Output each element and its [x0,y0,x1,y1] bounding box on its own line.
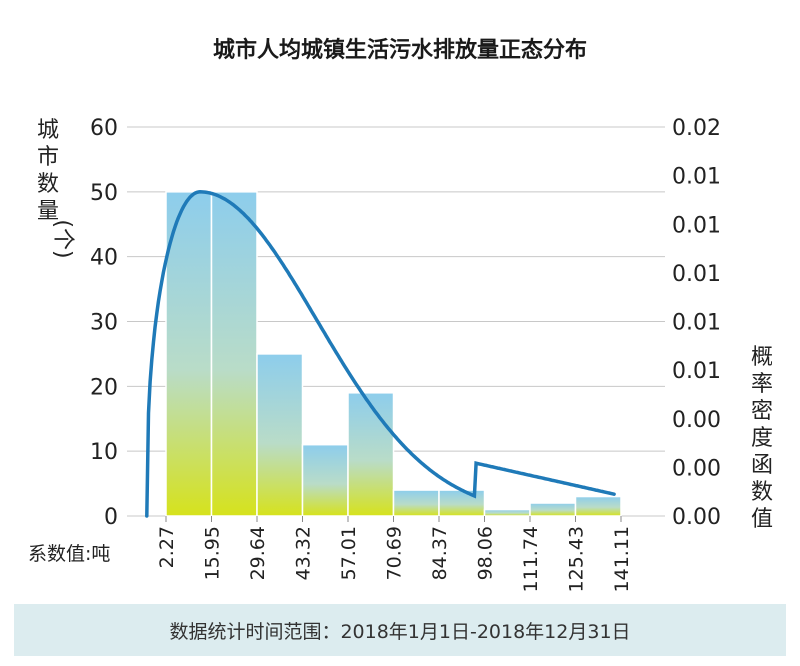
x-tick-label: 29.64 [247,526,269,580]
left-y-axis-label-char: 量 [37,199,59,224]
right-y-ticks: 0.00 0.00 0.00 0.01 0.01 0.01 0.01 0.01 0.02 [672,116,721,530]
right-y-axis-label-char: 值 [751,507,773,532]
right-y-tick-label: 0.01 [672,262,721,287]
left-y-tick-label: 0 [104,505,118,530]
chart-title: 城市人均城镇生活污水排放量正态分布 [213,37,587,63]
bar [210,191,258,517]
x-tick-label: 141.11 [611,526,633,592]
density-curve [145,190,616,518]
bar [165,191,213,517]
right-y-tick-label: 0.01 [672,165,721,190]
right-y-tick-label: 0.01 [672,359,721,384]
left-y-tick-label: 20 [90,375,118,400]
bar [529,502,577,517]
x-tick-label: 2.27 [156,526,178,568]
right-y-tick-label: 0.02 [672,116,721,141]
bar [392,489,440,517]
right-y-axis-label-char: 概 [751,345,773,370]
left-y-axis-label-char: 市 [37,145,59,170]
left-y-tick-label: 10 [90,440,118,465]
right-y-tick-label: 0.00 [672,408,721,433]
x-tick-label: 125.43 [566,526,588,592]
x-tick-label: 57.01 [338,526,360,580]
right-y-axis-label-char: 密 [751,399,773,424]
x-tick-label: 70.69 [384,526,406,580]
left-y-tick-label: 30 [90,311,118,336]
x-axis-label: 系数值:吨 [28,543,110,565]
right-y-axis-label-char: 函 [751,453,773,478]
x-tick-label: 98.06 [475,526,497,580]
right-y-tick-label: 0.01 [672,311,721,336]
bar [438,489,486,517]
x-tick-label: 43.32 [293,526,315,580]
left-y-tick-label: 40 [90,246,118,271]
left-y-tick-label: 50 [90,181,118,206]
right-y-tick-label: 0.01 [672,213,721,238]
x-tick-label: 84.37 [429,526,451,580]
bar [256,353,304,517]
right-y-tick-label: 0.00 [672,505,721,530]
left-y-axis-label-char: (个) [50,219,75,258]
bars [165,191,622,517]
right-y-axis-label-char: 率 [751,372,773,397]
density-curve-line [145,190,616,518]
left-y-tick-label: 60 [90,116,118,141]
x-tick-label: 15.95 [202,526,224,580]
right-y-tick-label: 0.00 [672,456,721,481]
bar [301,443,349,517]
bar [574,495,622,517]
left-y-ticks: 0 10 20 30 40 50 60 [90,116,118,530]
x-tick-label: 111.74 [520,526,542,592]
footer-note: 数据统计时间范围：2018年1月1日-2018年12月31日 [14,604,786,656]
bar [347,392,395,517]
right-y-axis-label-char: 数 [751,480,773,505]
left-y-axis-label-char: 数 [37,172,59,197]
left-y-axis-label-char: 城 [37,118,59,143]
x-ticks: 2.27 15.95 29.64 43.32 57.01 70.69 84.37 98.06 1… [156,516,633,592]
footer-text: 数据统计时间范围：2018年1月1日-2018年12月31日 [169,620,631,643]
right-y-axis-label-char: 度 [751,426,773,451]
bar [483,508,531,517]
